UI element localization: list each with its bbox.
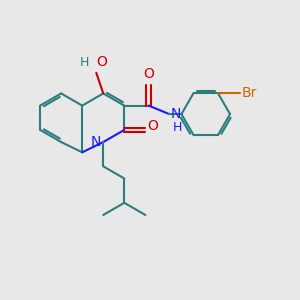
Text: H: H: [173, 121, 182, 134]
Text: H: H: [80, 56, 89, 69]
Text: O: O: [143, 67, 154, 81]
Text: Br: Br: [242, 86, 257, 100]
Text: O: O: [147, 119, 158, 133]
Text: O: O: [96, 55, 107, 69]
Text: N: N: [171, 107, 181, 121]
Text: N: N: [91, 135, 101, 149]
